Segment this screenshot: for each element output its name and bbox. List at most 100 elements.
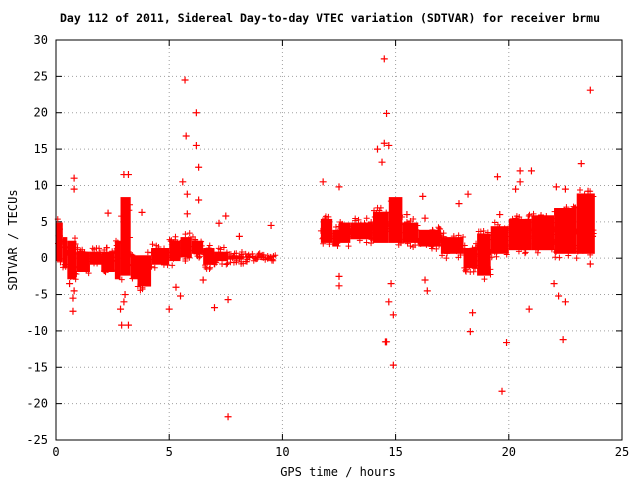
data-point: [238, 260, 245, 267]
data-point: [107, 252, 114, 259]
data-point: [387, 280, 395, 288]
data-point: [503, 339, 511, 347]
data-point: [195, 196, 203, 204]
data-point: [249, 250, 256, 257]
data-point: [487, 266, 494, 273]
data-point: [443, 255, 450, 262]
data-point: [202, 264, 209, 271]
data-point: [359, 223, 366, 230]
data-point: [509, 215, 516, 222]
data-point: [198, 242, 205, 249]
data-point: [462, 267, 469, 274]
data-point: [383, 109, 391, 117]
plot-frame: [55, 39, 623, 441]
data-point: [371, 223, 378, 230]
data-point: [371, 214, 378, 221]
data-point: [161, 258, 168, 265]
data-point: [103, 244, 110, 251]
x-tick-label: 15: [388, 445, 402, 459]
data-point: [521, 250, 528, 257]
data-point: [498, 387, 506, 395]
data-point: [186, 230, 193, 237]
data-point: [396, 212, 403, 219]
data-point: [231, 250, 238, 257]
data-point: [493, 253, 500, 260]
data-point: [469, 309, 477, 317]
y-tick-label: 15: [34, 142, 48, 156]
data-point: [557, 232, 564, 239]
data-point: [224, 413, 232, 421]
data-point: [182, 258, 189, 265]
data-point: [345, 243, 352, 250]
data-point: [483, 262, 490, 269]
data-point: [326, 241, 333, 248]
data-point: [67, 250, 74, 257]
data-point: [230, 259, 237, 266]
data-point: [69, 294, 77, 302]
data-point: [270, 253, 277, 260]
data-point: [550, 280, 558, 288]
data-point: [72, 276, 79, 283]
data-point: [370, 207, 377, 214]
data-point: [85, 270, 92, 277]
data-point: [317, 227, 324, 234]
data-point: [508, 227, 515, 234]
data-point: [534, 242, 541, 249]
data-point: [348, 223, 355, 230]
data-point: [199, 276, 207, 284]
data-point: [481, 244, 488, 251]
data-point: [421, 276, 429, 284]
data-point: [101, 268, 108, 275]
data-point: [476, 257, 483, 264]
data-point: [148, 263, 155, 270]
data-point: [160, 255, 167, 262]
data-point: [466, 328, 474, 336]
data-point: [192, 141, 200, 149]
data-point: [579, 219, 586, 226]
y-tick-label: 20: [34, 106, 48, 120]
data-point: [387, 228, 394, 235]
data-point: [578, 228, 585, 235]
data-point: [91, 246, 98, 253]
data-point: [573, 255, 580, 262]
data-point: [118, 321, 126, 329]
data-point: [76, 249, 83, 256]
data-point: [423, 287, 431, 295]
x-tick-label: 20: [502, 445, 516, 459]
x-tick-label: 5: [166, 445, 173, 459]
data-band: [191, 240, 204, 254]
data-point: [183, 190, 191, 198]
data-point: [361, 227, 368, 234]
data-point: [509, 241, 516, 248]
data-point: [551, 239, 558, 246]
data-point: [496, 211, 504, 219]
data-point: [385, 141, 393, 149]
data-point: [413, 226, 420, 233]
data-point: [512, 223, 519, 230]
data-point: [392, 215, 399, 222]
data-point: [264, 255, 271, 262]
data-point: [376, 221, 383, 228]
data-point: [170, 238, 177, 245]
chart-title: Day 112 of 2011, Sidereal Day-to-day VTE…: [60, 11, 600, 25]
data-point: [385, 298, 393, 306]
data-point: [450, 233, 457, 240]
data-point: [494, 230, 501, 237]
data-point: [195, 163, 203, 171]
data-band: [228, 255, 244, 260]
data-point: [211, 254, 218, 261]
data-point: [513, 213, 520, 220]
data-point: [380, 230, 387, 237]
data-point: [525, 305, 533, 313]
data-point: [421, 214, 429, 222]
data-point: [148, 249, 155, 256]
data-point: [167, 238, 174, 245]
data-point: [501, 235, 508, 242]
data-point: [96, 245, 103, 252]
data-point: [183, 210, 191, 218]
data-point: [552, 231, 559, 238]
data-point: [206, 242, 213, 249]
data-point: [355, 216, 362, 223]
data-point: [389, 361, 397, 369]
data-point: [562, 226, 569, 233]
